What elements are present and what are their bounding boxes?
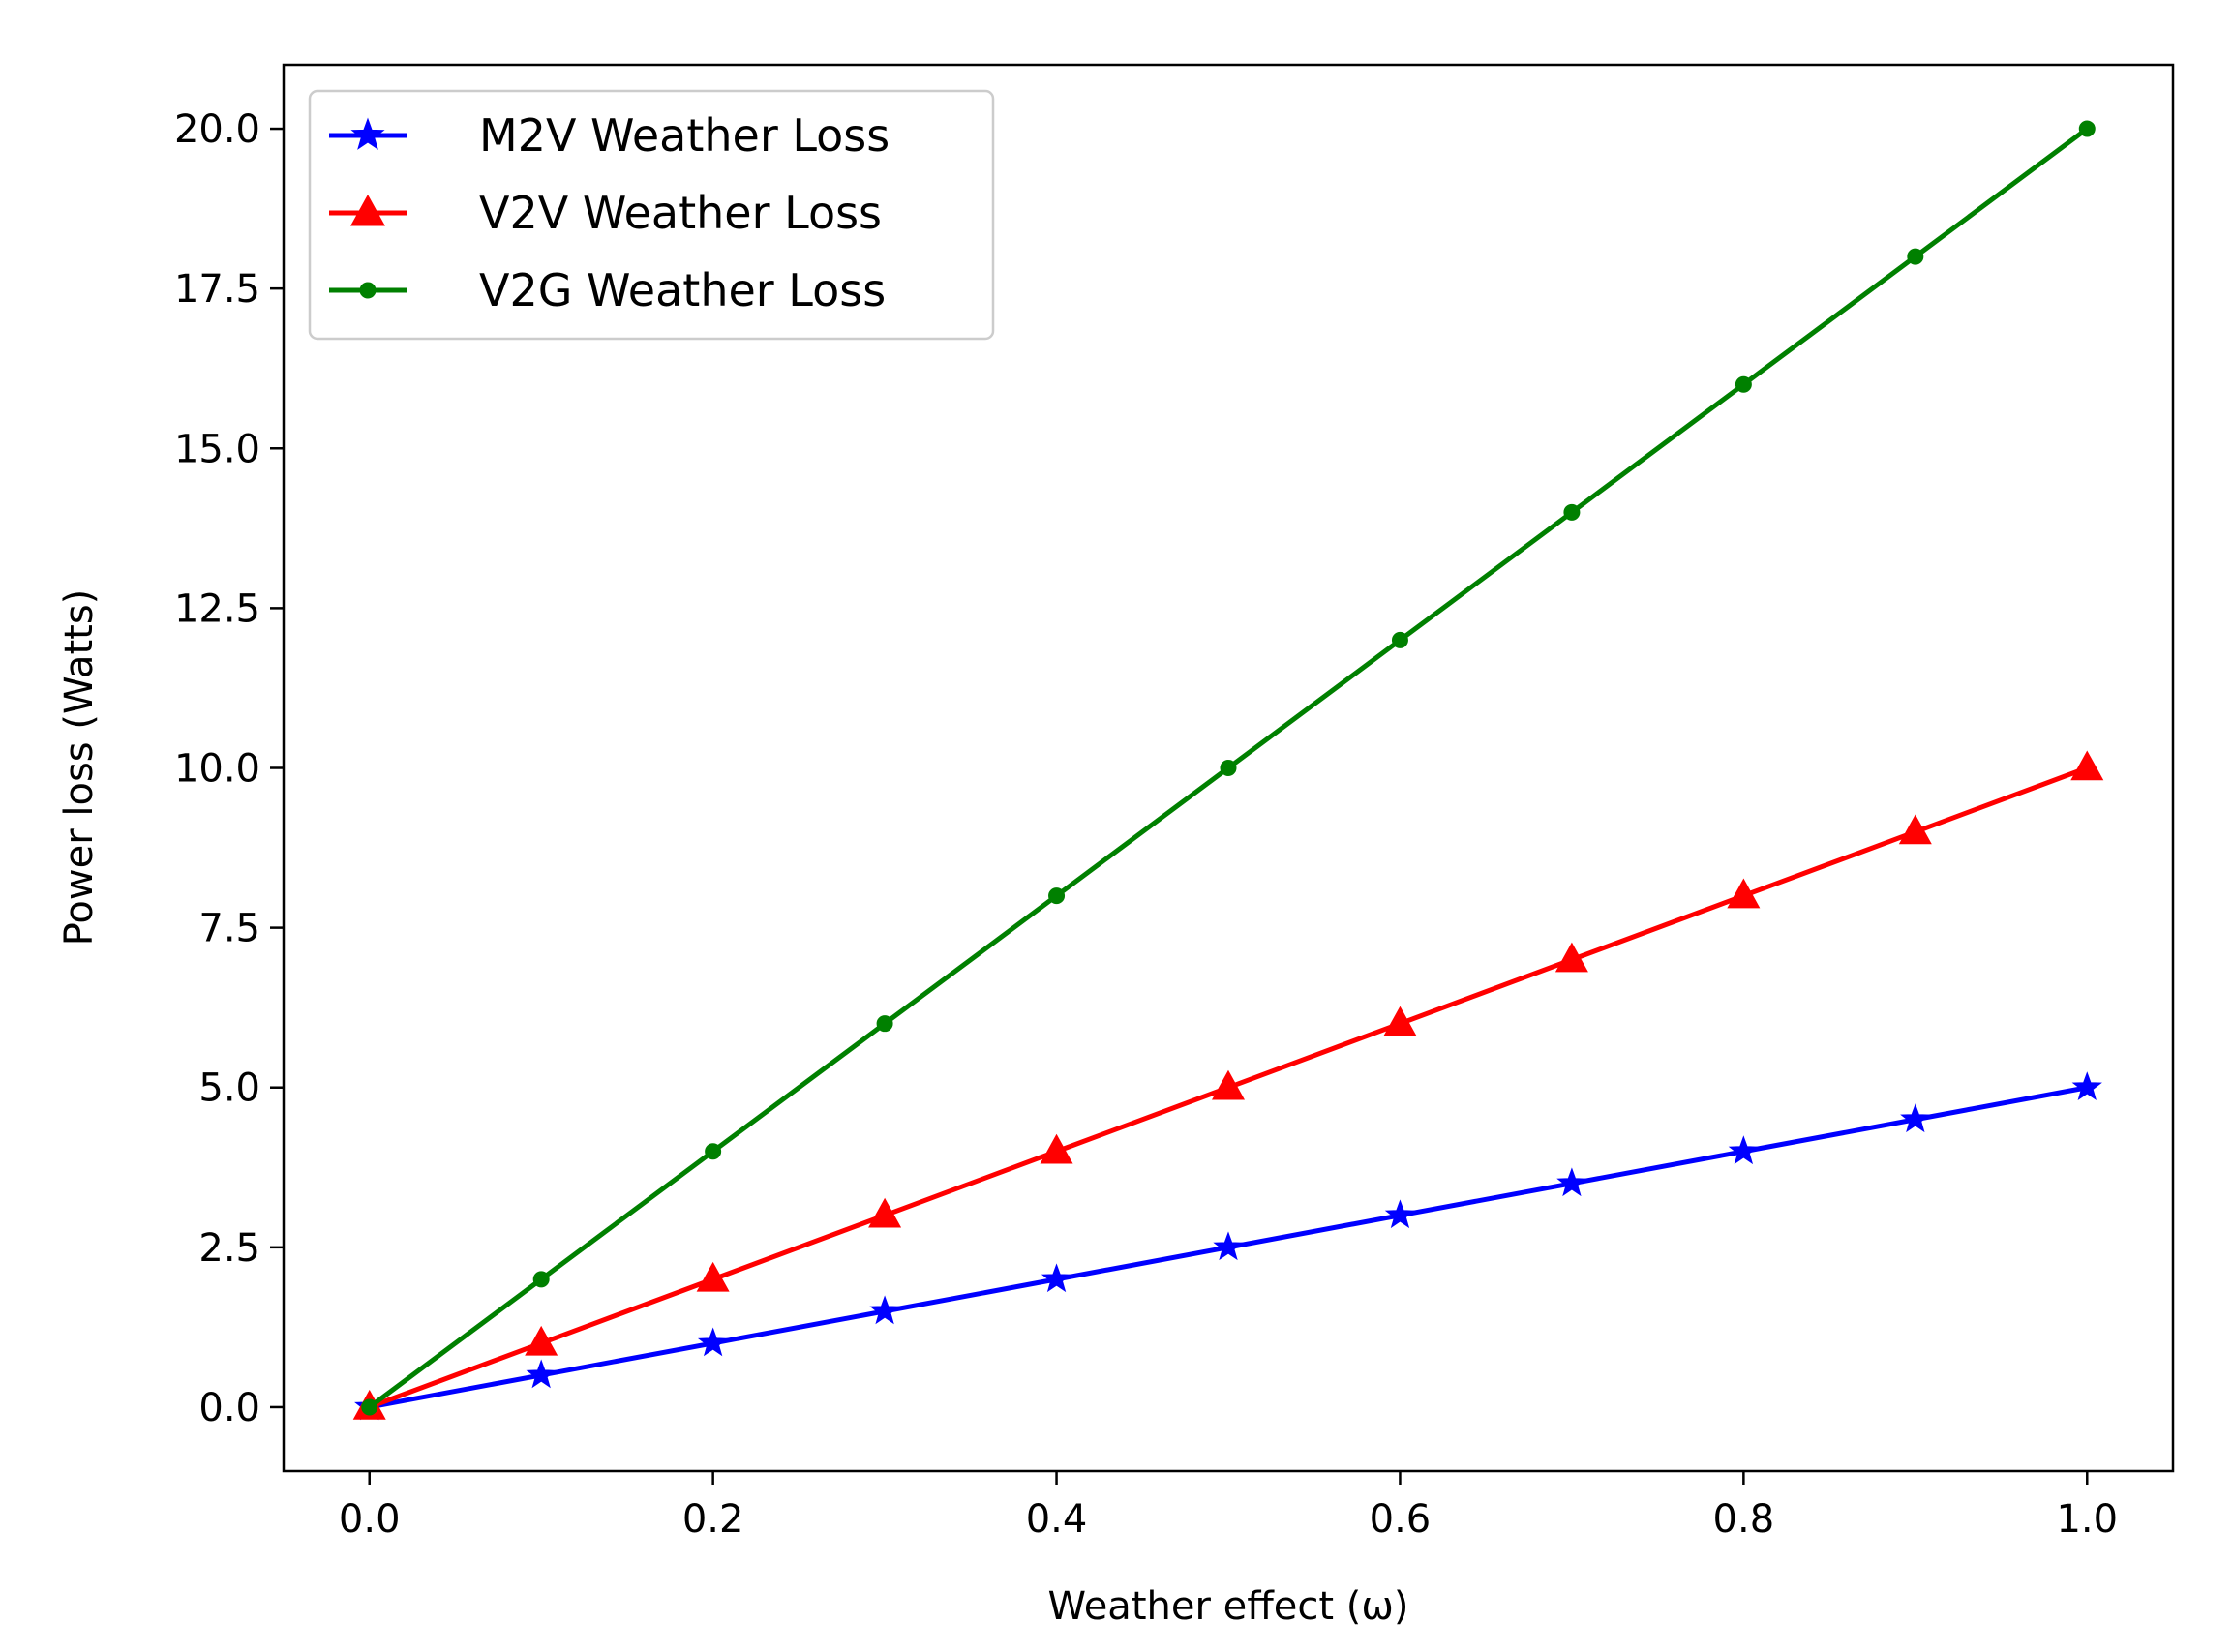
data-point (705, 1143, 722, 1160)
data-point (1383, 1006, 1417, 1036)
data-point (1554, 942, 1588, 973)
x-tick-label: 0.8 (1713, 1497, 1775, 1542)
legend: M2V Weather Loss V2V Weather Loss V2G Weat… (308, 89, 995, 341)
data-point (1041, 1263, 1072, 1293)
x-axis-label: Weather effect (ω) (1047, 1584, 1408, 1629)
x-tick-label: 0.4 (1026, 1497, 1088, 1542)
x-tick-label: 0.6 (1370, 1497, 1432, 1542)
legend-entry: V2G Weather Loss (329, 264, 886, 316)
data-point (1213, 1231, 1244, 1261)
legend-marker (359, 282, 377, 299)
legend-box (308, 89, 995, 341)
data-point (1556, 1167, 1587, 1197)
legend-marker (350, 117, 385, 150)
data-point (1898, 814, 1932, 845)
y-axis: 0.0 2.5 5.0 7.5 10.0 12.5 15.0 17.5 20.0 (174, 107, 284, 1430)
y-tick-label: 5.0 (198, 1066, 260, 1111)
y-tick-label: 10.0 (174, 747, 260, 792)
y-axis-label: Power loss (Watts) (57, 589, 102, 946)
series-v2v-weather-loss (352, 750, 2104, 1420)
legend-entry: M2V Weather Loss (329, 109, 890, 162)
legend-label: V2V Weather Loss (479, 187, 882, 239)
data-point (2078, 120, 2096, 137)
data-point (869, 1295, 900, 1325)
y-tick-label: 17.5 (174, 267, 260, 312)
data-point (1391, 631, 1408, 648)
x-tick-label: 0.2 (682, 1497, 744, 1542)
data-point (876, 1015, 893, 1033)
legend-entry: V2V Weather Loss (329, 187, 882, 239)
y-tick-label: 0.0 (198, 1386, 260, 1430)
data-point (532, 1271, 550, 1288)
y-tick-label: 15.0 (174, 427, 260, 471)
series-m2v-weather-loss (354, 1071, 2102, 1421)
y-tick-label: 12.5 (174, 586, 260, 631)
data-point (2070, 750, 2104, 781)
plot-area (352, 120, 2104, 1421)
data-point (696, 1261, 730, 1292)
x-tick-label: 0.0 (339, 1497, 401, 1542)
data-point (1728, 1135, 1760, 1165)
data-point (1040, 1133, 1073, 1164)
data-point (361, 1398, 378, 1416)
data-point (1212, 1069, 1245, 1100)
series-v2g-weather-loss (361, 120, 2096, 1416)
legend-label: V2G Weather Loss (479, 264, 886, 316)
x-tick-label: 1.0 (2056, 1497, 2118, 1542)
data-point (1900, 1103, 1931, 1133)
data-point (1220, 760, 1237, 776)
data-point (1727, 878, 1761, 909)
y-tick-label: 2.5 (198, 1226, 260, 1271)
data-point (526, 1359, 557, 1389)
data-point (2071, 1071, 2102, 1101)
data-point (1384, 1199, 1416, 1229)
y-tick-label: 7.5 (198, 907, 260, 951)
data-point (1735, 375, 1752, 393)
x-axis: 0.0 0.2 0.4 0.6 0.8 1.0 (339, 1471, 2118, 1542)
data-point (525, 1325, 558, 1356)
data-point (1048, 887, 1066, 905)
data-point (697, 1327, 729, 1357)
data-point (868, 1197, 902, 1228)
legend-label: M2V Weather Loss (479, 109, 890, 162)
data-point (1907, 248, 1924, 265)
y-tick-label: 20.0 (174, 107, 260, 152)
legend-marker (350, 194, 385, 226)
data-point (1563, 503, 1581, 521)
